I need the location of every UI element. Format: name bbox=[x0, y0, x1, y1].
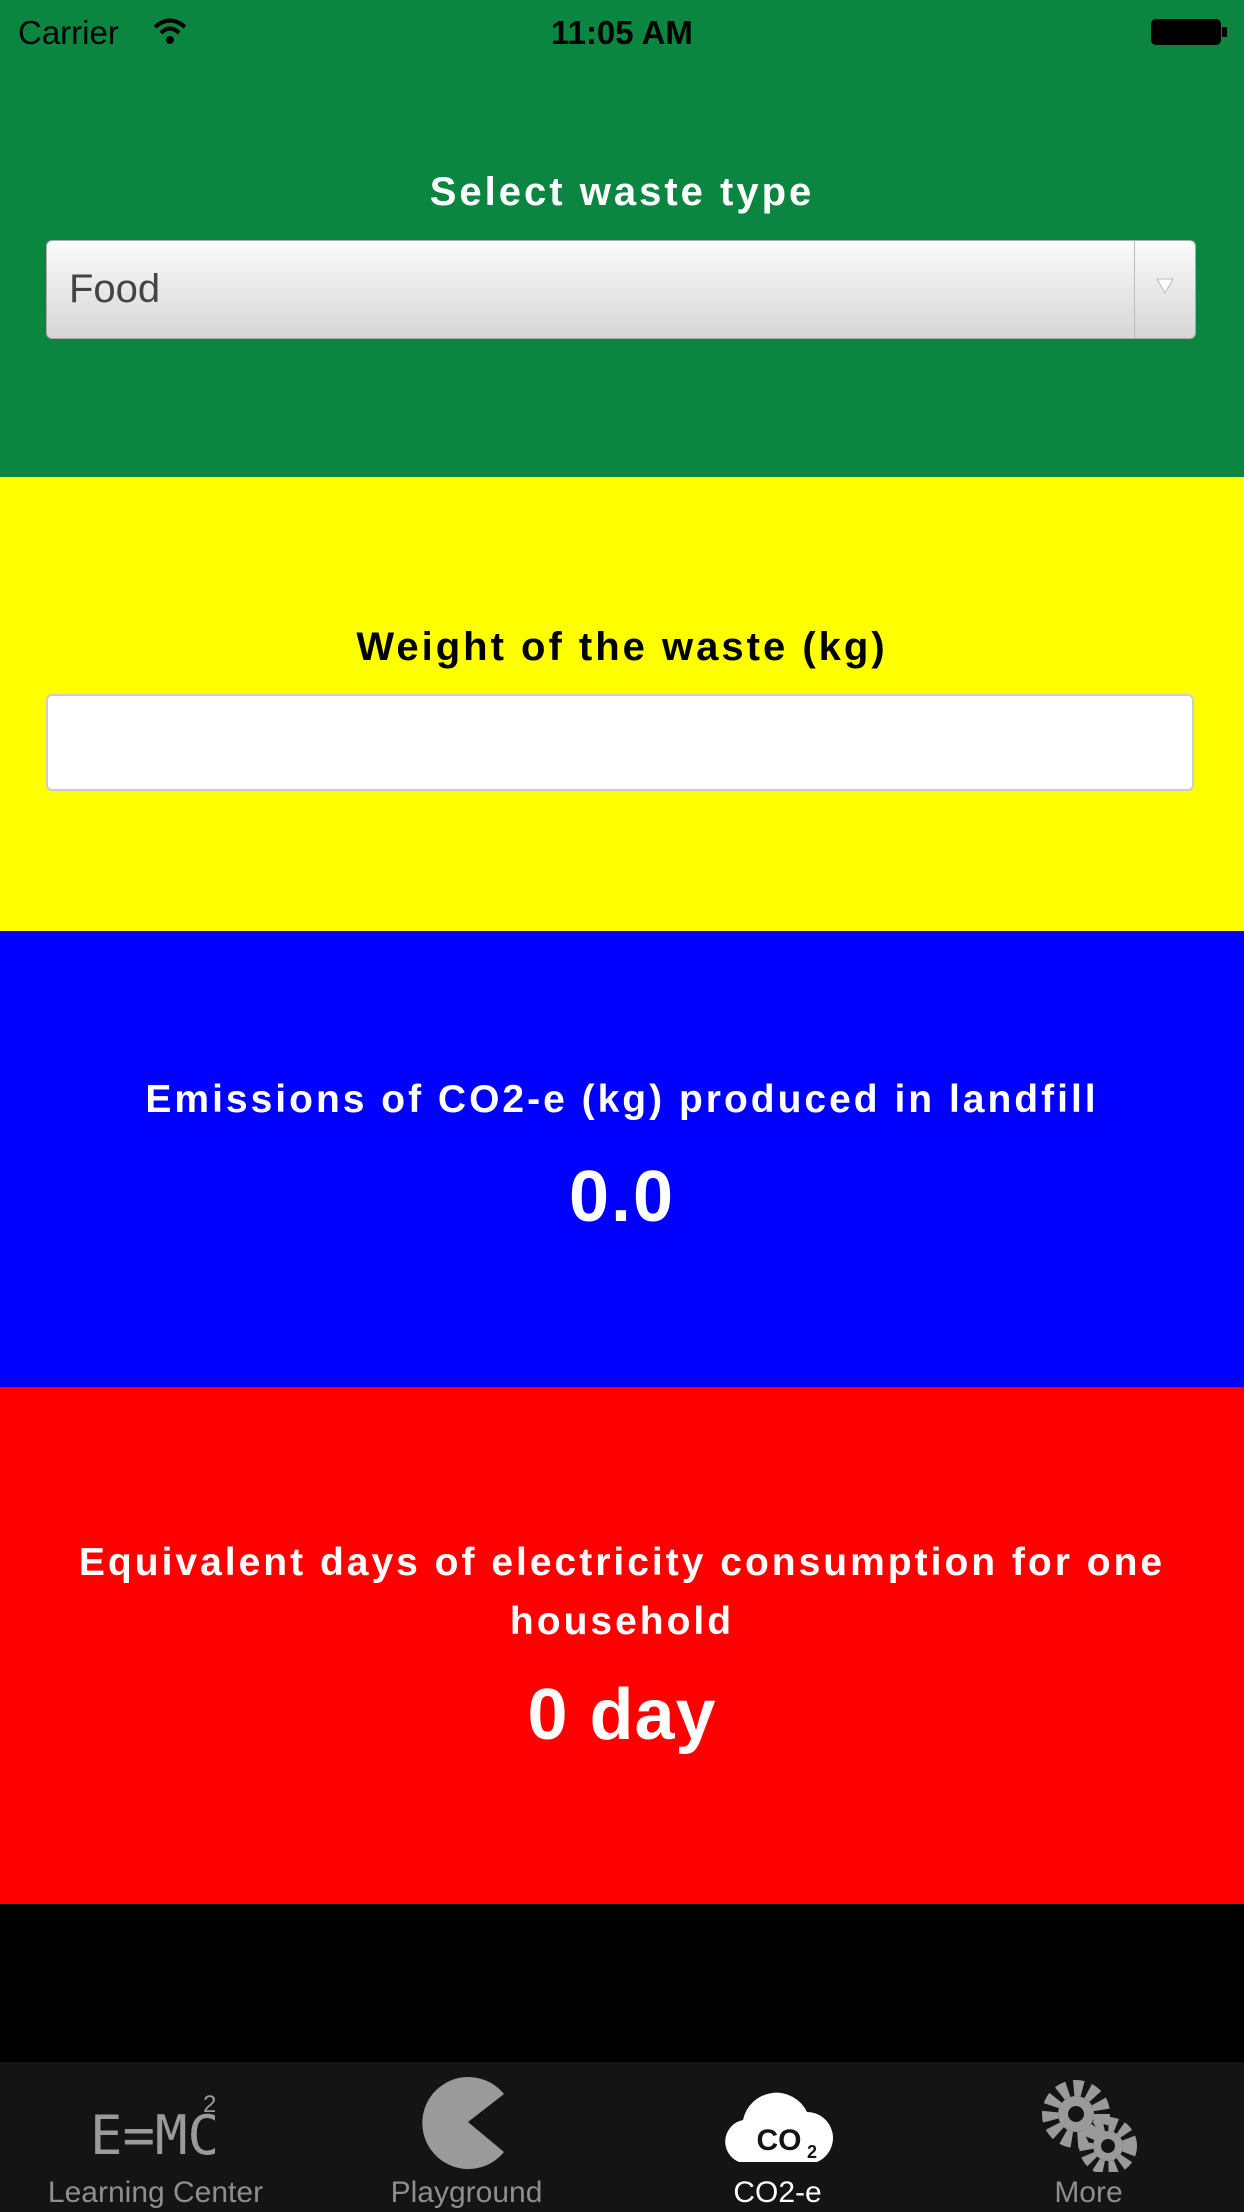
clock: 11:05 AM bbox=[551, 14, 693, 51]
tab-label: CO2-e bbox=[733, 2176, 822, 2209]
waste-type-label: Select waste type bbox=[429, 170, 815, 214]
svg-text:E=MC: E=MC bbox=[95, 2104, 215, 2167]
tab-label: Learning Center bbox=[47, 2176, 264, 2209]
wifi-icon bbox=[153, 18, 187, 44]
waste-type-section bbox=[0, 0, 1244, 477]
tab-co2e[interactable]: CO 2 CO2-e bbox=[622, 2062, 933, 2212]
equivalent-value: 0 day bbox=[527, 1675, 717, 1755]
dropdown-arrow bbox=[1134, 241, 1195, 338]
equivalent-section bbox=[0, 1387, 1244, 1904]
emissions-value: 0.0 bbox=[568, 1157, 676, 1237]
weight-input[interactable] bbox=[46, 694, 1194, 791]
weight-label: Weight of the waste (kg) bbox=[356, 625, 888, 669]
svg-text:CO: CO bbox=[757, 2124, 802, 2157]
emc2-icon: E=MC2 bbox=[95, 2091, 215, 2167]
emissions-label: Emissions of CO2-e (kg) produced in land… bbox=[145, 1078, 1099, 1121]
tab-learning-center[interactable]: E=MC 2 Learning Center bbox=[0, 2062, 311, 2212]
battery-icon bbox=[1151, 19, 1227, 45]
gears-icon bbox=[1042, 2080, 1137, 2172]
tab-bar bbox=[0, 2062, 1244, 2212]
pacman-icon bbox=[422, 2077, 504, 2169]
carrier: Carrier bbox=[18, 14, 119, 51]
co2-cloud-icon: CO 2 bbox=[725, 2092, 833, 2162]
tab-playground[interactable]: Playground bbox=[311, 2062, 622, 2212]
tab-label: More bbox=[1054, 2176, 1123, 2209]
waste-type-dropdown[interactable]: Food bbox=[46, 240, 1196, 339]
dropdown-value: Food bbox=[69, 267, 161, 311]
svg-text:2: 2 bbox=[203, 2091, 215, 2118]
equivalent-label: Equivalent days of electricity consumpti… bbox=[78, 1541, 1166, 1643]
emissions-section bbox=[0, 931, 1244, 1387]
tab-more[interactable]: More bbox=[933, 2062, 1244, 2212]
svg-text:2: 2 bbox=[807, 2142, 817, 2162]
tab-label: Playground bbox=[390, 2176, 543, 2209]
